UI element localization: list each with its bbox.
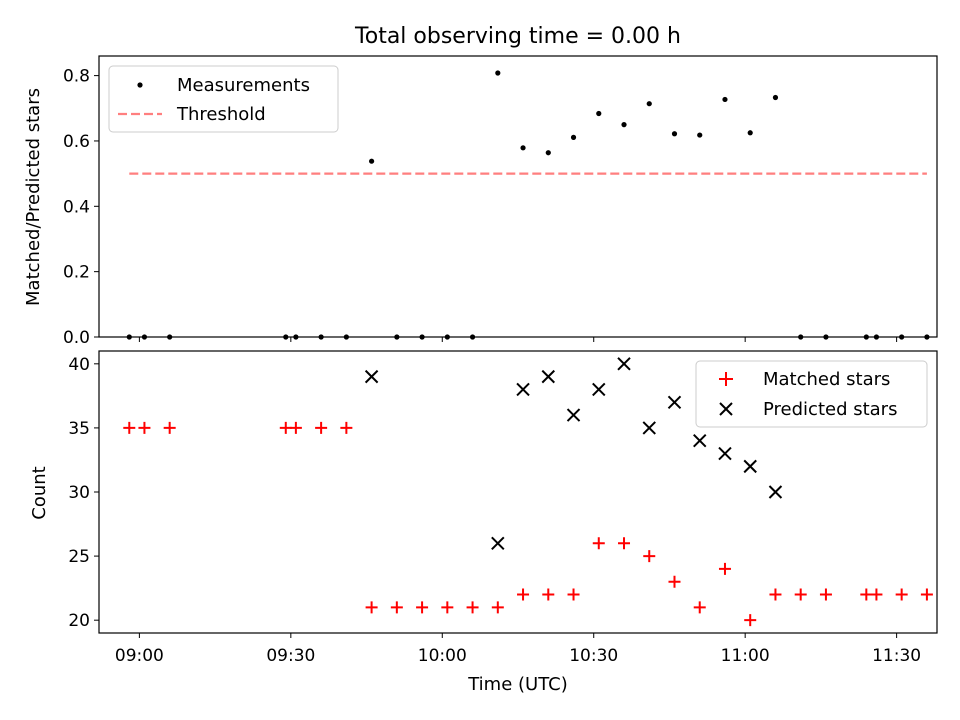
matched-star-point <box>123 421 136 434</box>
measurement-point <box>772 94 779 101</box>
predicted-star-point <box>491 536 505 550</box>
matched-star-point <box>718 562 731 575</box>
matched-star-point <box>491 601 504 614</box>
matched-star-point <box>668 575 681 588</box>
measurement-point <box>722 96 728 103</box>
count-y-tick-label: 35 <box>68 419 90 439</box>
ratio-ticks-layer: 0.0 0.2 0.4 0.6 0.8 <box>63 67 898 348</box>
matched-star-point <box>279 421 292 434</box>
measurement-point <box>520 145 526 151</box>
matched-star-point <box>643 550 656 563</box>
matched-star-point <box>769 588 782 601</box>
count-panel: Count Time (UTC) 20 25 30 35 40 09:00 09:30 10:… <box>29 350 938 695</box>
predicted-star-point <box>768 485 783 499</box>
matched-star-point <box>567 588 580 601</box>
matched-star-point <box>895 588 908 601</box>
matched-star-point <box>618 537 631 550</box>
matched-star-point <box>860 588 873 601</box>
measurement-point <box>570 134 577 140</box>
ratio-plot-frame <box>98 55 938 338</box>
matched-star-point <box>340 421 353 434</box>
predicted-star-point <box>516 382 530 397</box>
legend-matched-label: Matched stars <box>763 369 890 390</box>
count-plot-frame <box>98 350 938 634</box>
ratio-y-tick-label: 0.2 <box>63 263 90 283</box>
matched-star-point <box>794 588 807 601</box>
measurement-point <box>646 101 652 107</box>
ratio-legend-box <box>108 65 339 133</box>
ratio-y-tick-label: 0.0 <box>63 328 90 348</box>
measurement-point <box>697 132 703 138</box>
count-y-tick-label: 25 <box>68 547 90 567</box>
legend-measurements-marker <box>137 82 143 88</box>
x-axis-label: Time (UTC) <box>467 674 568 695</box>
matched-star-point <box>365 601 378 614</box>
ratio-y-tick-label: 0.4 <box>63 197 90 217</box>
predicted-star-point <box>693 434 707 448</box>
count-legend: Matched stars Predicted stars <box>695 360 928 428</box>
measurement-point <box>596 110 602 117</box>
ratio-y-tick-label: 0.8 <box>63 67 90 87</box>
matched-star-point <box>542 588 555 601</box>
x-tick-label: 11:30 <box>872 646 921 666</box>
matched-star-point <box>416 601 429 614</box>
matched-star-point <box>289 421 302 434</box>
chart-title: Total observing time = 0.00 h <box>354 24 681 49</box>
y-axis-label-count: Count <box>29 466 50 519</box>
matched-star-point <box>592 537 605 550</box>
count-ticks-layer: 20 25 30 35 40 09:00 09:30 10:00 10:30 11:00 11:30 <box>68 355 921 666</box>
x-tick-label: 10:00 <box>418 646 467 666</box>
predicted-star-point <box>617 357 631 371</box>
count-marks-layer <box>123 357 933 627</box>
ratio-y-tick-label: 0.6 <box>63 132 90 152</box>
measurement-point <box>621 122 627 128</box>
matched-star-point <box>163 421 176 434</box>
matched-star-point <box>920 588 933 601</box>
matched-star-point <box>390 601 403 614</box>
count-y-tick-label: 30 <box>68 483 90 503</box>
ratio-marks-layer <box>126 70 930 340</box>
predicted-star-point <box>592 382 606 397</box>
matched-star-point <box>744 614 757 627</box>
legend-predicted-marker <box>719 402 733 416</box>
predicted-star-point <box>667 395 682 409</box>
matched-star-point <box>138 421 151 434</box>
predicted-star-point <box>743 459 757 474</box>
count-y-tick-label: 40 <box>68 355 90 375</box>
predicted-star-point <box>364 369 379 384</box>
x-tick-label: 09:00 <box>115 646 164 666</box>
predicted-star-point <box>642 421 656 435</box>
x-tick-label: 11:00 <box>721 646 770 666</box>
legend-matched-marker <box>719 372 733 386</box>
matched-star-point <box>819 588 832 601</box>
measurement-point <box>747 130 753 136</box>
measurement-point <box>671 131 678 137</box>
x-tick-label: 10:30 <box>569 646 618 666</box>
measurement-point <box>369 158 375 164</box>
count-legend-box <box>695 360 928 428</box>
matched-star-point <box>315 421 328 434</box>
matched-star-point <box>693 601 706 614</box>
predicted-star-point <box>566 408 581 422</box>
legend-threshold-label: Threshold <box>176 104 266 125</box>
legend-measurements-label: Measurements <box>177 75 310 96</box>
legend-predicted-label: Predicted stars <box>763 399 897 420</box>
matched-star-point <box>466 601 479 614</box>
measurement-point <box>495 70 501 76</box>
predicted-star-point <box>541 369 555 384</box>
y-axis-label-ratio: Matched/Predicted stars <box>23 88 44 306</box>
matched-star-point <box>517 588 530 601</box>
predicted-star-point <box>718 446 732 461</box>
ratio-panel: Total observing time = 0.00 h Matched/Pr… <box>23 24 938 348</box>
matched-star-point <box>441 601 454 614</box>
measurement-point <box>545 150 551 156</box>
matched-star-point <box>870 588 883 601</box>
ratio-legend: Measurements Threshold <box>108 65 339 133</box>
x-tick-label: 09:30 <box>266 646 315 666</box>
count-y-tick-label: 20 <box>68 611 90 631</box>
